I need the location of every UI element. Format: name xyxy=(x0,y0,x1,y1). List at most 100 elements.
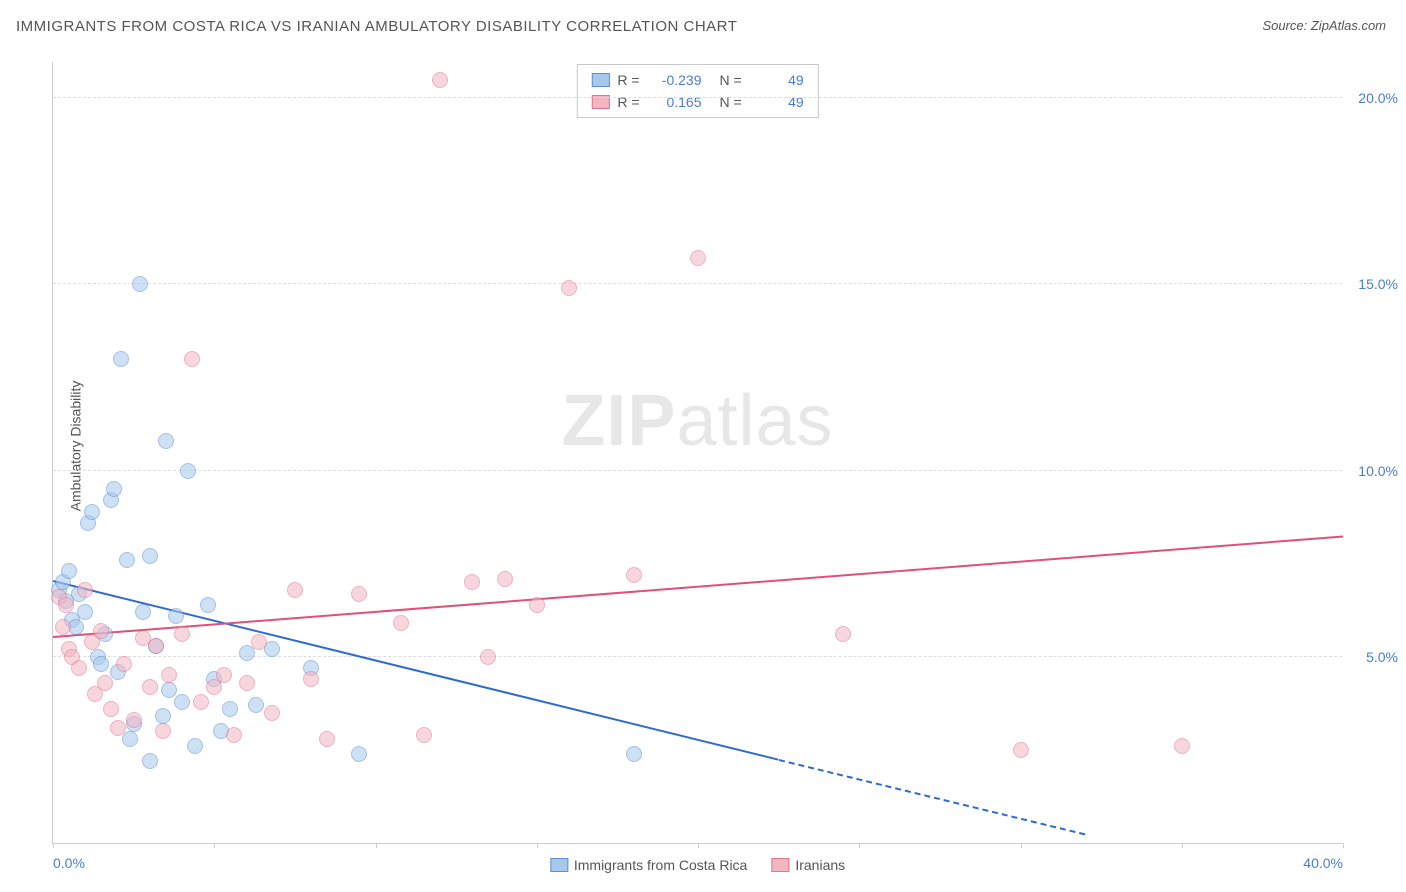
scatter-point xyxy=(55,619,71,635)
legend-swatch-0 xyxy=(591,73,609,87)
scatter-point xyxy=(200,597,216,613)
x-tick-mark xyxy=(1182,843,1183,848)
scatter-point xyxy=(77,582,93,598)
scatter-point xyxy=(239,675,255,691)
n-value-0: 49 xyxy=(750,72,804,88)
n-label: N = xyxy=(720,72,742,88)
scatter-point xyxy=(226,727,242,743)
scatter-point xyxy=(132,276,148,292)
legend-label-0: Immigrants from Costa Rica xyxy=(574,857,747,873)
scatter-point xyxy=(174,626,190,642)
scatter-point xyxy=(116,656,132,672)
scatter-point xyxy=(135,604,151,620)
scatter-point xyxy=(106,481,122,497)
legend-item-1: Iranians xyxy=(771,857,845,873)
watermark: ZIPatlas xyxy=(561,380,833,462)
x-tick-label: 40.0% xyxy=(1303,855,1343,871)
x-tick-mark xyxy=(1343,843,1344,848)
scatter-point xyxy=(77,604,93,620)
trend-line xyxy=(53,536,1343,639)
chart-title: IMMIGRANTS FROM COSTA RICA VS IRANIAN AM… xyxy=(16,18,737,35)
scatter-point xyxy=(155,723,171,739)
scatter-point xyxy=(1174,738,1190,754)
scatter-point xyxy=(464,574,480,590)
x-tick-mark xyxy=(698,843,699,848)
scatter-point xyxy=(119,552,135,568)
legend-series: Immigrants from Costa Rica Iranians xyxy=(550,857,845,873)
legend-row-series-0: R = -0.239 N = 49 xyxy=(591,69,803,91)
scatter-point xyxy=(97,675,113,691)
r-value-0: -0.239 xyxy=(648,72,702,88)
legend-item-0: Immigrants from Costa Rica xyxy=(550,857,747,873)
grid-line xyxy=(53,283,1342,284)
x-tick-mark xyxy=(214,843,215,848)
watermark-light: atlas xyxy=(676,381,833,461)
r-label: R = xyxy=(617,72,639,88)
scatter-point xyxy=(84,504,100,520)
scatter-point xyxy=(264,705,280,721)
scatter-point xyxy=(174,694,190,710)
scatter-point xyxy=(126,712,142,728)
source-attribution: Source: ZipAtlas.com xyxy=(1262,18,1386,33)
legend-correlation: R = -0.239 N = 49 R = 0.165 N = 49 xyxy=(576,64,818,118)
scatter-point xyxy=(168,608,184,624)
legend-row-series-1: R = 0.165 N = 49 xyxy=(591,91,803,113)
scatter-point xyxy=(193,694,209,710)
scatter-point xyxy=(287,582,303,598)
scatter-point xyxy=(1013,742,1029,758)
legend-swatch-bottom-0 xyxy=(550,858,568,872)
legend-label-1: Iranians xyxy=(795,857,845,873)
x-tick-mark xyxy=(1021,843,1022,848)
scatter-point xyxy=(158,433,174,449)
plot-area: ZIPatlas R = -0.239 N = 49 R = 0.165 N =… xyxy=(52,62,1342,844)
scatter-point xyxy=(187,738,203,754)
scatter-point xyxy=(148,638,164,654)
scatter-point xyxy=(71,660,87,676)
scatter-point xyxy=(248,697,264,713)
scatter-point xyxy=(58,597,74,613)
scatter-point xyxy=(561,280,577,296)
trend-line xyxy=(778,759,1085,835)
scatter-point xyxy=(251,634,267,650)
y-tick-label: 5.0% xyxy=(1346,649,1398,665)
scatter-point xyxy=(161,667,177,683)
y-tick-label: 20.0% xyxy=(1346,90,1398,106)
scatter-point xyxy=(180,463,196,479)
scatter-point xyxy=(432,72,448,88)
scatter-point xyxy=(626,746,642,762)
scatter-point xyxy=(110,720,126,736)
y-tick-label: 10.0% xyxy=(1346,463,1398,479)
scatter-point xyxy=(103,701,119,717)
grid-line xyxy=(53,97,1342,98)
scatter-point xyxy=(142,753,158,769)
scatter-point xyxy=(93,623,109,639)
x-tick-mark xyxy=(376,843,377,848)
x-tick-mark xyxy=(859,843,860,848)
scatter-point xyxy=(122,731,138,747)
scatter-point xyxy=(142,679,158,695)
scatter-point xyxy=(222,701,238,717)
scatter-point xyxy=(626,567,642,583)
watermark-bold: ZIP xyxy=(561,381,676,461)
scatter-point xyxy=(142,548,158,564)
x-tick-mark xyxy=(53,843,54,848)
scatter-point xyxy=(155,708,171,724)
scatter-point xyxy=(351,746,367,762)
scatter-point xyxy=(835,626,851,642)
scatter-point xyxy=(529,597,545,613)
scatter-point xyxy=(239,645,255,661)
scatter-point xyxy=(690,250,706,266)
scatter-point xyxy=(61,563,77,579)
scatter-point xyxy=(216,667,232,683)
scatter-point xyxy=(93,656,109,672)
scatter-point xyxy=(303,671,319,687)
scatter-point xyxy=(393,615,409,631)
scatter-point xyxy=(184,351,200,367)
scatter-point xyxy=(497,571,513,587)
x-tick-label: 0.0% xyxy=(53,855,85,871)
y-tick-label: 15.0% xyxy=(1346,276,1398,292)
scatter-point xyxy=(416,727,432,743)
scatter-point xyxy=(319,731,335,747)
grid-line xyxy=(53,470,1342,471)
scatter-point xyxy=(351,586,367,602)
